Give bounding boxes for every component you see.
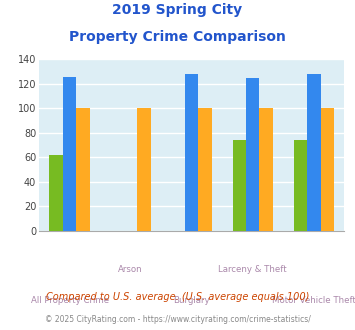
Bar <box>185 74 198 231</box>
Text: 2019 Spring City: 2019 Spring City <box>113 3 242 17</box>
Bar <box>294 140 307 231</box>
Bar <box>76 109 90 231</box>
Bar <box>63 77 76 231</box>
Text: © 2025 CityRating.com - https://www.cityrating.com/crime-statistics/: © 2025 CityRating.com - https://www.city… <box>45 315 310 324</box>
Text: Larceny & Theft: Larceny & Theft <box>218 265 287 274</box>
Text: Motor Vehicle Theft: Motor Vehicle Theft <box>272 296 355 305</box>
Bar <box>233 140 246 231</box>
Bar <box>246 78 260 231</box>
Bar <box>260 109 273 231</box>
Bar <box>198 109 212 231</box>
Text: Property Crime Comparison: Property Crime Comparison <box>69 30 286 44</box>
Bar <box>307 74 321 231</box>
Text: Compared to U.S. average. (U.S. average equals 100): Compared to U.S. average. (U.S. average … <box>46 292 309 302</box>
Bar <box>137 109 151 231</box>
Text: Arson: Arson <box>118 265 143 274</box>
Text: Burglary: Burglary <box>173 296 210 305</box>
Text: All Property Crime: All Property Crime <box>31 296 109 305</box>
Bar <box>49 155 63 231</box>
Bar <box>321 109 334 231</box>
